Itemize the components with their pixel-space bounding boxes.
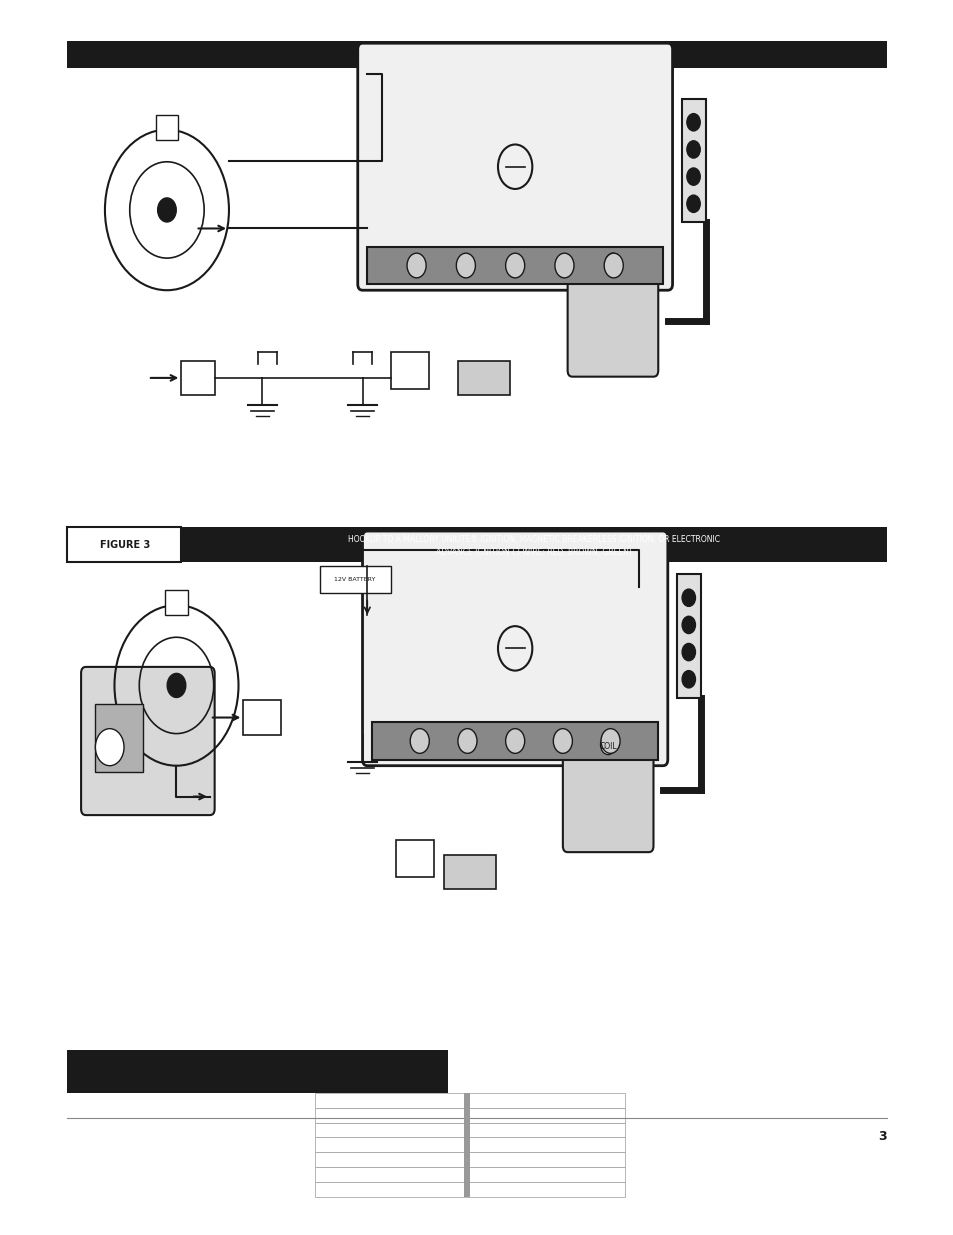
Bar (463, 1182, 469, 1197)
Bar (314, 1137, 624, 1152)
Bar (314, 1167, 624, 1182)
Circle shape (555, 253, 574, 278)
FancyBboxPatch shape (362, 531, 667, 766)
Text: HEAVY RED: HEAVY RED (290, 545, 329, 550)
Text: 3: 3 (878, 1130, 886, 1144)
Circle shape (95, 729, 124, 766)
Bar (463, 1167, 469, 1182)
Bar (314, 1093, 624, 1108)
Circle shape (600, 735, 615, 755)
Bar (367, 247, 662, 284)
Circle shape (600, 729, 619, 753)
Circle shape (167, 673, 186, 698)
Bar (67, 1050, 448, 1093)
Circle shape (681, 671, 695, 688)
Bar (67, 527, 181, 562)
Bar (463, 1152, 469, 1167)
Bar (155, 115, 178, 140)
Bar (95, 704, 143, 772)
Bar (463, 1108, 469, 1123)
Bar (165, 590, 188, 615)
FancyBboxPatch shape (81, 667, 214, 815)
Bar (319, 566, 391, 593)
Bar (314, 1108, 624, 1123)
FancyBboxPatch shape (357, 43, 672, 290)
Text: ADVANCE IGNITION (3-WIRE: RED, BROWN, GREEN): ADVANCE IGNITION (3-WIRE: RED, BROWN, GR… (436, 547, 632, 557)
Circle shape (681, 643, 695, 661)
FancyBboxPatch shape (562, 753, 653, 852)
Circle shape (157, 198, 176, 222)
Bar (391, 352, 429, 389)
Bar (463, 1137, 469, 1152)
Circle shape (681, 589, 695, 606)
Circle shape (603, 253, 622, 278)
Text: HOOKUP TO A MALLORY UNILITE® IGNITION, MAGNETIC BREAKERLESS IGNITION, OR ELECTRO: HOOKUP TO A MALLORY UNILITE® IGNITION, M… (348, 535, 720, 545)
Bar (314, 1182, 624, 1197)
Bar (67, 41, 886, 68)
Circle shape (505, 729, 524, 753)
Bar (372, 722, 658, 760)
Circle shape (457, 729, 476, 753)
Circle shape (686, 114, 700, 131)
Text: 12V BATTERY: 12V BATTERY (334, 577, 375, 582)
Circle shape (410, 729, 429, 753)
FancyBboxPatch shape (567, 272, 658, 377)
Bar (181, 527, 886, 562)
Bar (314, 1152, 624, 1167)
Text: FIGURE 3: FIGURE 3 (100, 540, 150, 550)
Bar (677, 574, 700, 698)
Bar (181, 361, 214, 395)
Bar (681, 99, 705, 222)
Circle shape (681, 616, 695, 634)
Circle shape (605, 253, 619, 273)
Bar (463, 1123, 469, 1137)
Circle shape (686, 141, 700, 158)
Bar (463, 1093, 469, 1108)
Circle shape (686, 195, 700, 212)
Bar (395, 840, 434, 877)
Circle shape (505, 253, 524, 278)
Bar (443, 855, 496, 889)
Circle shape (456, 253, 475, 278)
Bar (457, 361, 510, 395)
Circle shape (407, 253, 426, 278)
Bar (243, 700, 281, 735)
Circle shape (686, 168, 700, 185)
Text: COIL: COIL (599, 742, 617, 751)
Circle shape (553, 729, 572, 753)
Bar (314, 1123, 624, 1137)
